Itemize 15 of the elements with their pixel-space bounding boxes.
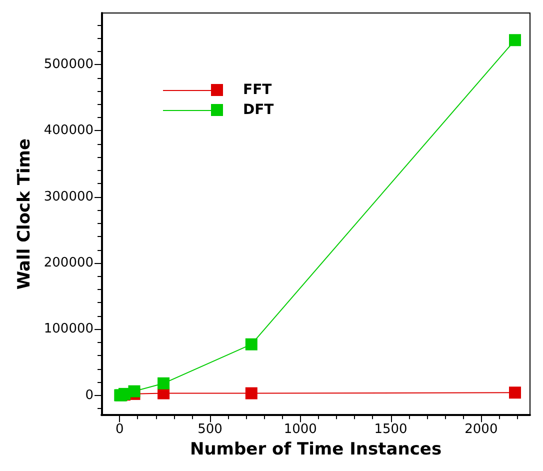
- y-tick-label: 0: [85, 388, 94, 403]
- x-tick-label: 2000: [464, 422, 498, 438]
- y-tick-label: 300000: [44, 189, 94, 204]
- y-tick-label: 500000: [44, 57, 94, 72]
- y-axis-title: Wall Clock Time: [14, 138, 34, 290]
- x-axis-title: Number of Time Instances: [190, 440, 442, 460]
- x-tick-label: 1000: [284, 422, 317, 438]
- x-tick-label: 1500: [374, 422, 408, 438]
- y-tick-label: 200000: [44, 255, 94, 270]
- x-tick-label: 0: [115, 422, 124, 438]
- legend-label: FFT: [243, 82, 272, 98]
- legend-label: DFT: [243, 102, 274, 118]
- y-tick-label: 100000: [44, 322, 94, 337]
- x-tick-label: 500: [198, 422, 222, 438]
- y-tick-label: 400000: [44, 123, 94, 138]
